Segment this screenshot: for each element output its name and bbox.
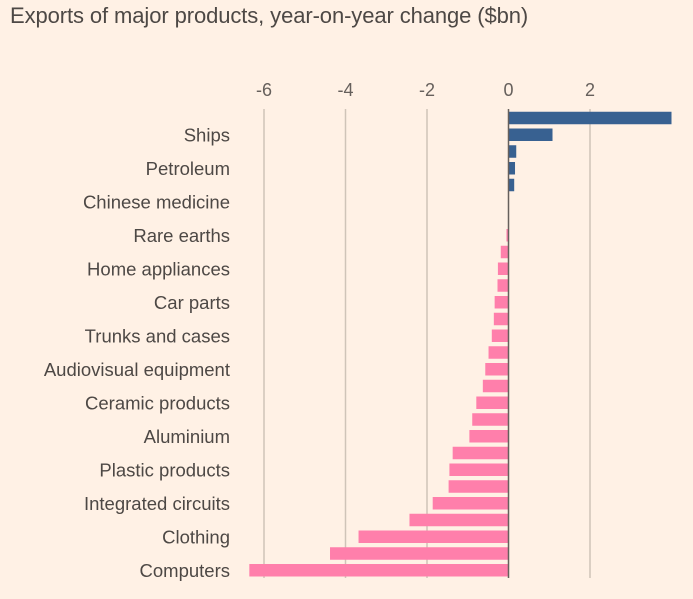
- bar-unlabeled-26: [330, 547, 509, 560]
- category-label: Computers: [140, 560, 230, 581]
- bar-audiovisual-equipment: [485, 363, 509, 376]
- bar-integrated-circuits: [432, 497, 509, 510]
- x-tick-label: -2: [419, 80, 435, 100]
- category-label: Ships: [184, 124, 230, 145]
- category-label: Integrated circuits: [84, 493, 230, 514]
- category-label: Petroleum: [146, 158, 230, 179]
- bar-unlabeled-18: [472, 413, 509, 426]
- category-label: Clothing: [162, 526, 230, 547]
- bar-unlabeled-2: [508, 145, 517, 158]
- bar-unlabeled-24: [409, 513, 509, 527]
- category-labels: Ships Petroleum Chinese medicine Rare earth…: [44, 124, 230, 581]
- bar-computers: [249, 564, 509, 577]
- bar-rare-earths: [506, 229, 509, 242]
- bar-home-appliances: [497, 262, 509, 275]
- x-tick-label: -4: [337, 80, 353, 100]
- category-label: Audiovisual equipment: [44, 359, 230, 380]
- bar-ceramic-products: [476, 396, 509, 409]
- bar-unlabeled-8: [500, 245, 509, 259]
- x-tick-label: -6: [256, 80, 272, 100]
- bar-ships: [508, 128, 553, 141]
- bar-aluminium: [469, 430, 509, 443]
- bar-petroleum: [508, 162, 516, 175]
- category-label: Car parts: [154, 292, 230, 313]
- category-label: Rare earths: [133, 225, 230, 246]
- bar-plastic-products: [449, 463, 509, 476]
- gridlines: [263, 109, 591, 578]
- bar-car-parts: [494, 296, 509, 309]
- chart-title: Exports of major products, year-on-year …: [10, 3, 529, 28]
- category-label: Aluminium: [144, 426, 230, 447]
- bar-unlabeled-20: [452, 446, 509, 460]
- category-label: Plastic products: [99, 459, 230, 480]
- bar-unlabeled-10: [497, 279, 509, 292]
- bar-trunks-and-cases: [491, 329, 509, 342]
- category-label: Chinese medicine: [83, 191, 230, 212]
- category-label: Home appliances: [87, 258, 230, 279]
- bar-unlabeled-0: [508, 111, 672, 125]
- bar-unlabeled-12: [493, 312, 509, 326]
- x-axis-ticks: -6 -4 -2 0 2: [256, 80, 595, 100]
- category-label: Ceramic products: [85, 392, 230, 413]
- bar-unlabeled-14: [488, 346, 509, 359]
- bar-unlabeled-16: [482, 379, 509, 393]
- bar-unlabeled-4: [508, 178, 515, 192]
- category-label: Trunks and cases: [85, 325, 230, 346]
- bar-clothing: [358, 530, 509, 543]
- bar-unlabeled-22: [448, 480, 509, 493]
- bars: [249, 111, 672, 577]
- x-tick-label: 2: [585, 80, 595, 100]
- x-tick-label: 0: [503, 80, 513, 100]
